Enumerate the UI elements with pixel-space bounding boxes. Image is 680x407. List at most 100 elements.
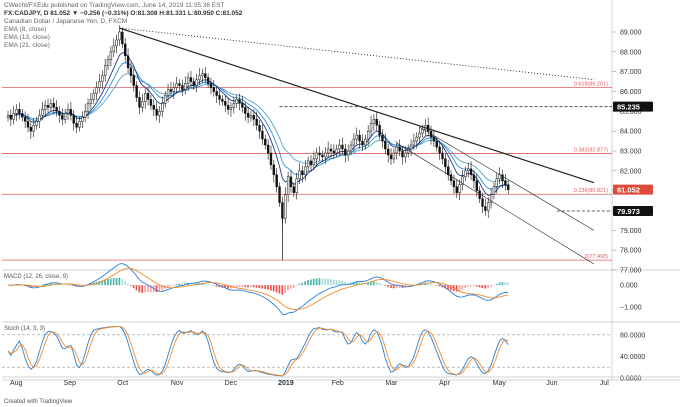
candle-body xyxy=(489,194,493,203)
candle-body xyxy=(46,105,50,108)
macd-histogram-bar xyxy=(461,285,464,290)
price-tick-label: 84.000 xyxy=(620,129,642,136)
macd-histogram-bar xyxy=(78,285,81,287)
candle-body xyxy=(12,113,15,120)
x-tick-label: Aug xyxy=(10,380,23,387)
macd-histogram-bar xyxy=(175,284,178,286)
x-tick-label: Apr xyxy=(439,380,451,387)
candle-body xyxy=(355,134,358,140)
candle-body xyxy=(241,103,244,108)
macd-histogram-bar xyxy=(450,285,452,291)
macd-histogram-bar xyxy=(289,285,292,289)
x-tick-label: Jun xyxy=(546,380,557,387)
macd-histogram-bar xyxy=(292,285,295,288)
macd-histogram-bar xyxy=(107,278,109,286)
macd-histogram-bar xyxy=(64,285,66,286)
candle-body xyxy=(469,168,473,176)
macd-histogram-bar xyxy=(390,285,392,289)
candle-body xyxy=(63,113,67,120)
macd-histogram-bar xyxy=(475,285,478,287)
candle-body xyxy=(135,85,138,98)
macd-histogram-bar xyxy=(249,285,252,288)
candle-body xyxy=(144,93,147,102)
candle-body xyxy=(501,174,504,182)
macd-signal-line xyxy=(7,267,509,311)
candle-body xyxy=(392,152,396,160)
macd-histogram-bar xyxy=(135,285,138,291)
macd-histogram-bar xyxy=(232,285,235,288)
candle-body xyxy=(178,83,181,86)
macd-histogram-bar xyxy=(252,285,255,288)
candle-body xyxy=(455,186,458,193)
candle-body xyxy=(421,128,424,134)
candle-body xyxy=(361,140,364,146)
candle-body xyxy=(229,107,233,110)
macd-histogram-bar xyxy=(344,281,347,286)
fib-level-label: 0.382(82.877) xyxy=(574,147,608,153)
macd-histogram-bar xyxy=(218,285,221,288)
macd-histogram-bar xyxy=(384,285,387,286)
x-tick-label: Dec xyxy=(225,380,238,387)
candle-body xyxy=(435,140,438,148)
candle-body xyxy=(35,121,38,126)
macd-histogram-bar xyxy=(481,285,484,289)
macd-histogram-bar xyxy=(167,285,169,287)
price-tick-label: 86.000 xyxy=(620,89,642,96)
macd-histogram-bar xyxy=(438,285,441,287)
candle-body xyxy=(115,39,118,47)
macd-histogram-bar xyxy=(69,285,72,286)
candle-body xyxy=(158,111,161,116)
macd-histogram-bar xyxy=(381,284,384,286)
candle-body xyxy=(195,79,198,86)
candle-body xyxy=(412,140,416,146)
macd-histogram-bar xyxy=(458,285,461,291)
candle-body xyxy=(6,115,10,118)
fib-level-label: 0(77.498) xyxy=(584,254,608,260)
candle-body xyxy=(332,150,336,154)
macd-histogram-bar xyxy=(127,283,129,286)
candle-body xyxy=(112,45,115,53)
x-tick-label: Oct xyxy=(117,380,128,387)
candle-body xyxy=(186,77,190,84)
candle-body xyxy=(52,103,55,108)
candle-body xyxy=(189,77,193,82)
candle-body xyxy=(312,158,316,166)
macd-histogram-bar xyxy=(441,285,444,288)
candle-body xyxy=(15,109,18,114)
macd-histogram-bar xyxy=(310,279,312,286)
macd-tick-label: 0.000 xyxy=(620,283,638,290)
macd-histogram-bar xyxy=(149,285,152,293)
macd-histogram-bar xyxy=(227,285,229,289)
macd-histogram-bar xyxy=(204,283,206,286)
candle-body xyxy=(278,186,281,203)
price-tag-box xyxy=(613,101,653,112)
candle-body xyxy=(221,99,224,102)
candle-body xyxy=(418,132,421,138)
macd-histogram-bar xyxy=(41,284,44,286)
candle-body xyxy=(395,146,398,154)
candle-body xyxy=(409,144,413,150)
candle-body xyxy=(238,99,241,104)
macd-histogram-bar xyxy=(318,278,321,286)
candle-body xyxy=(366,130,370,140)
x-tick-label: Mar xyxy=(385,380,398,387)
candle-body xyxy=(289,176,293,187)
macd-histogram-bar xyxy=(169,285,172,286)
candle-body xyxy=(61,115,64,120)
candle-body xyxy=(49,103,53,108)
candle-body xyxy=(69,109,73,116)
candle-body xyxy=(444,158,447,168)
macd-histogram-bar xyxy=(212,285,215,286)
macd-histogram-bar xyxy=(430,283,432,286)
macd-histogram-bar xyxy=(52,283,55,286)
macd-histogram-bar xyxy=(338,280,341,286)
x-tick-label: Feb xyxy=(332,380,344,387)
candle-body xyxy=(172,87,175,92)
candle-body xyxy=(372,119,376,124)
macd-histogram-bar xyxy=(464,285,467,289)
candle-body xyxy=(104,65,107,76)
candle-body xyxy=(498,174,501,180)
candle-body xyxy=(78,121,81,128)
macd-histogram-bar xyxy=(324,278,327,286)
